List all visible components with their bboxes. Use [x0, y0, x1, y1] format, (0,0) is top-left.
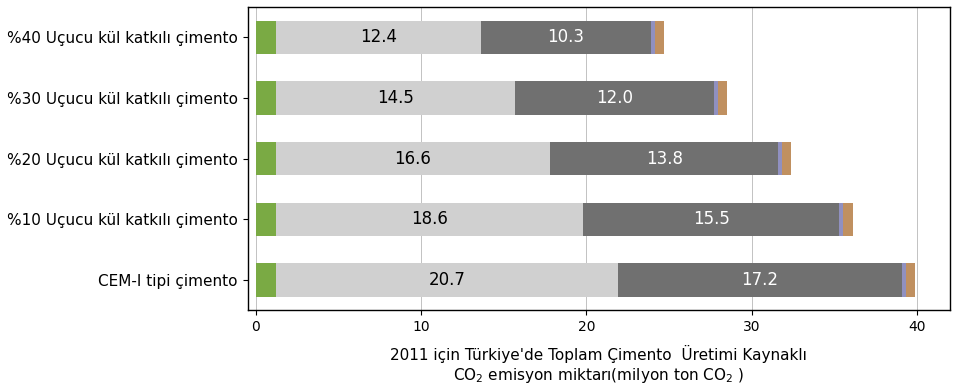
- Bar: [839, 203, 843, 236]
- Bar: [618, 263, 902, 297]
- Bar: [276, 203, 583, 236]
- Bar: [276, 21, 480, 54]
- Text: 16.6: 16.6: [394, 150, 432, 168]
- Bar: [516, 82, 714, 115]
- Bar: [583, 203, 839, 236]
- Text: 10.3: 10.3: [547, 28, 585, 46]
- Text: 20.7: 20.7: [429, 271, 465, 289]
- Bar: [256, 203, 276, 236]
- Bar: [782, 142, 791, 175]
- Bar: [256, 142, 276, 175]
- Bar: [256, 21, 276, 54]
- Bar: [256, 263, 276, 297]
- Bar: [276, 263, 618, 297]
- Bar: [480, 21, 651, 54]
- Bar: [714, 82, 718, 115]
- Bar: [843, 203, 853, 236]
- Bar: [276, 82, 516, 115]
- Text: 12.4: 12.4: [360, 28, 397, 46]
- Bar: [906, 263, 915, 297]
- Text: 13.8: 13.8: [646, 150, 682, 168]
- Bar: [655, 21, 664, 54]
- Bar: [902, 263, 906, 297]
- Bar: [550, 142, 778, 175]
- Bar: [651, 21, 655, 54]
- X-axis label: 2011 için Türkiye'de Toplam Çimento  Üretimi Kaynaklı
CO$_2$ emisyon miktarı(mil: 2011 için Türkiye'de Toplam Çimento Üret…: [390, 345, 808, 385]
- Bar: [718, 82, 727, 115]
- Bar: [276, 142, 550, 175]
- Text: 14.5: 14.5: [377, 89, 414, 107]
- Bar: [256, 82, 276, 115]
- Text: 15.5: 15.5: [693, 210, 729, 228]
- Text: 12.0: 12.0: [596, 89, 634, 107]
- Text: 17.2: 17.2: [742, 271, 778, 289]
- Bar: [778, 142, 782, 175]
- Text: 18.6: 18.6: [411, 210, 448, 228]
